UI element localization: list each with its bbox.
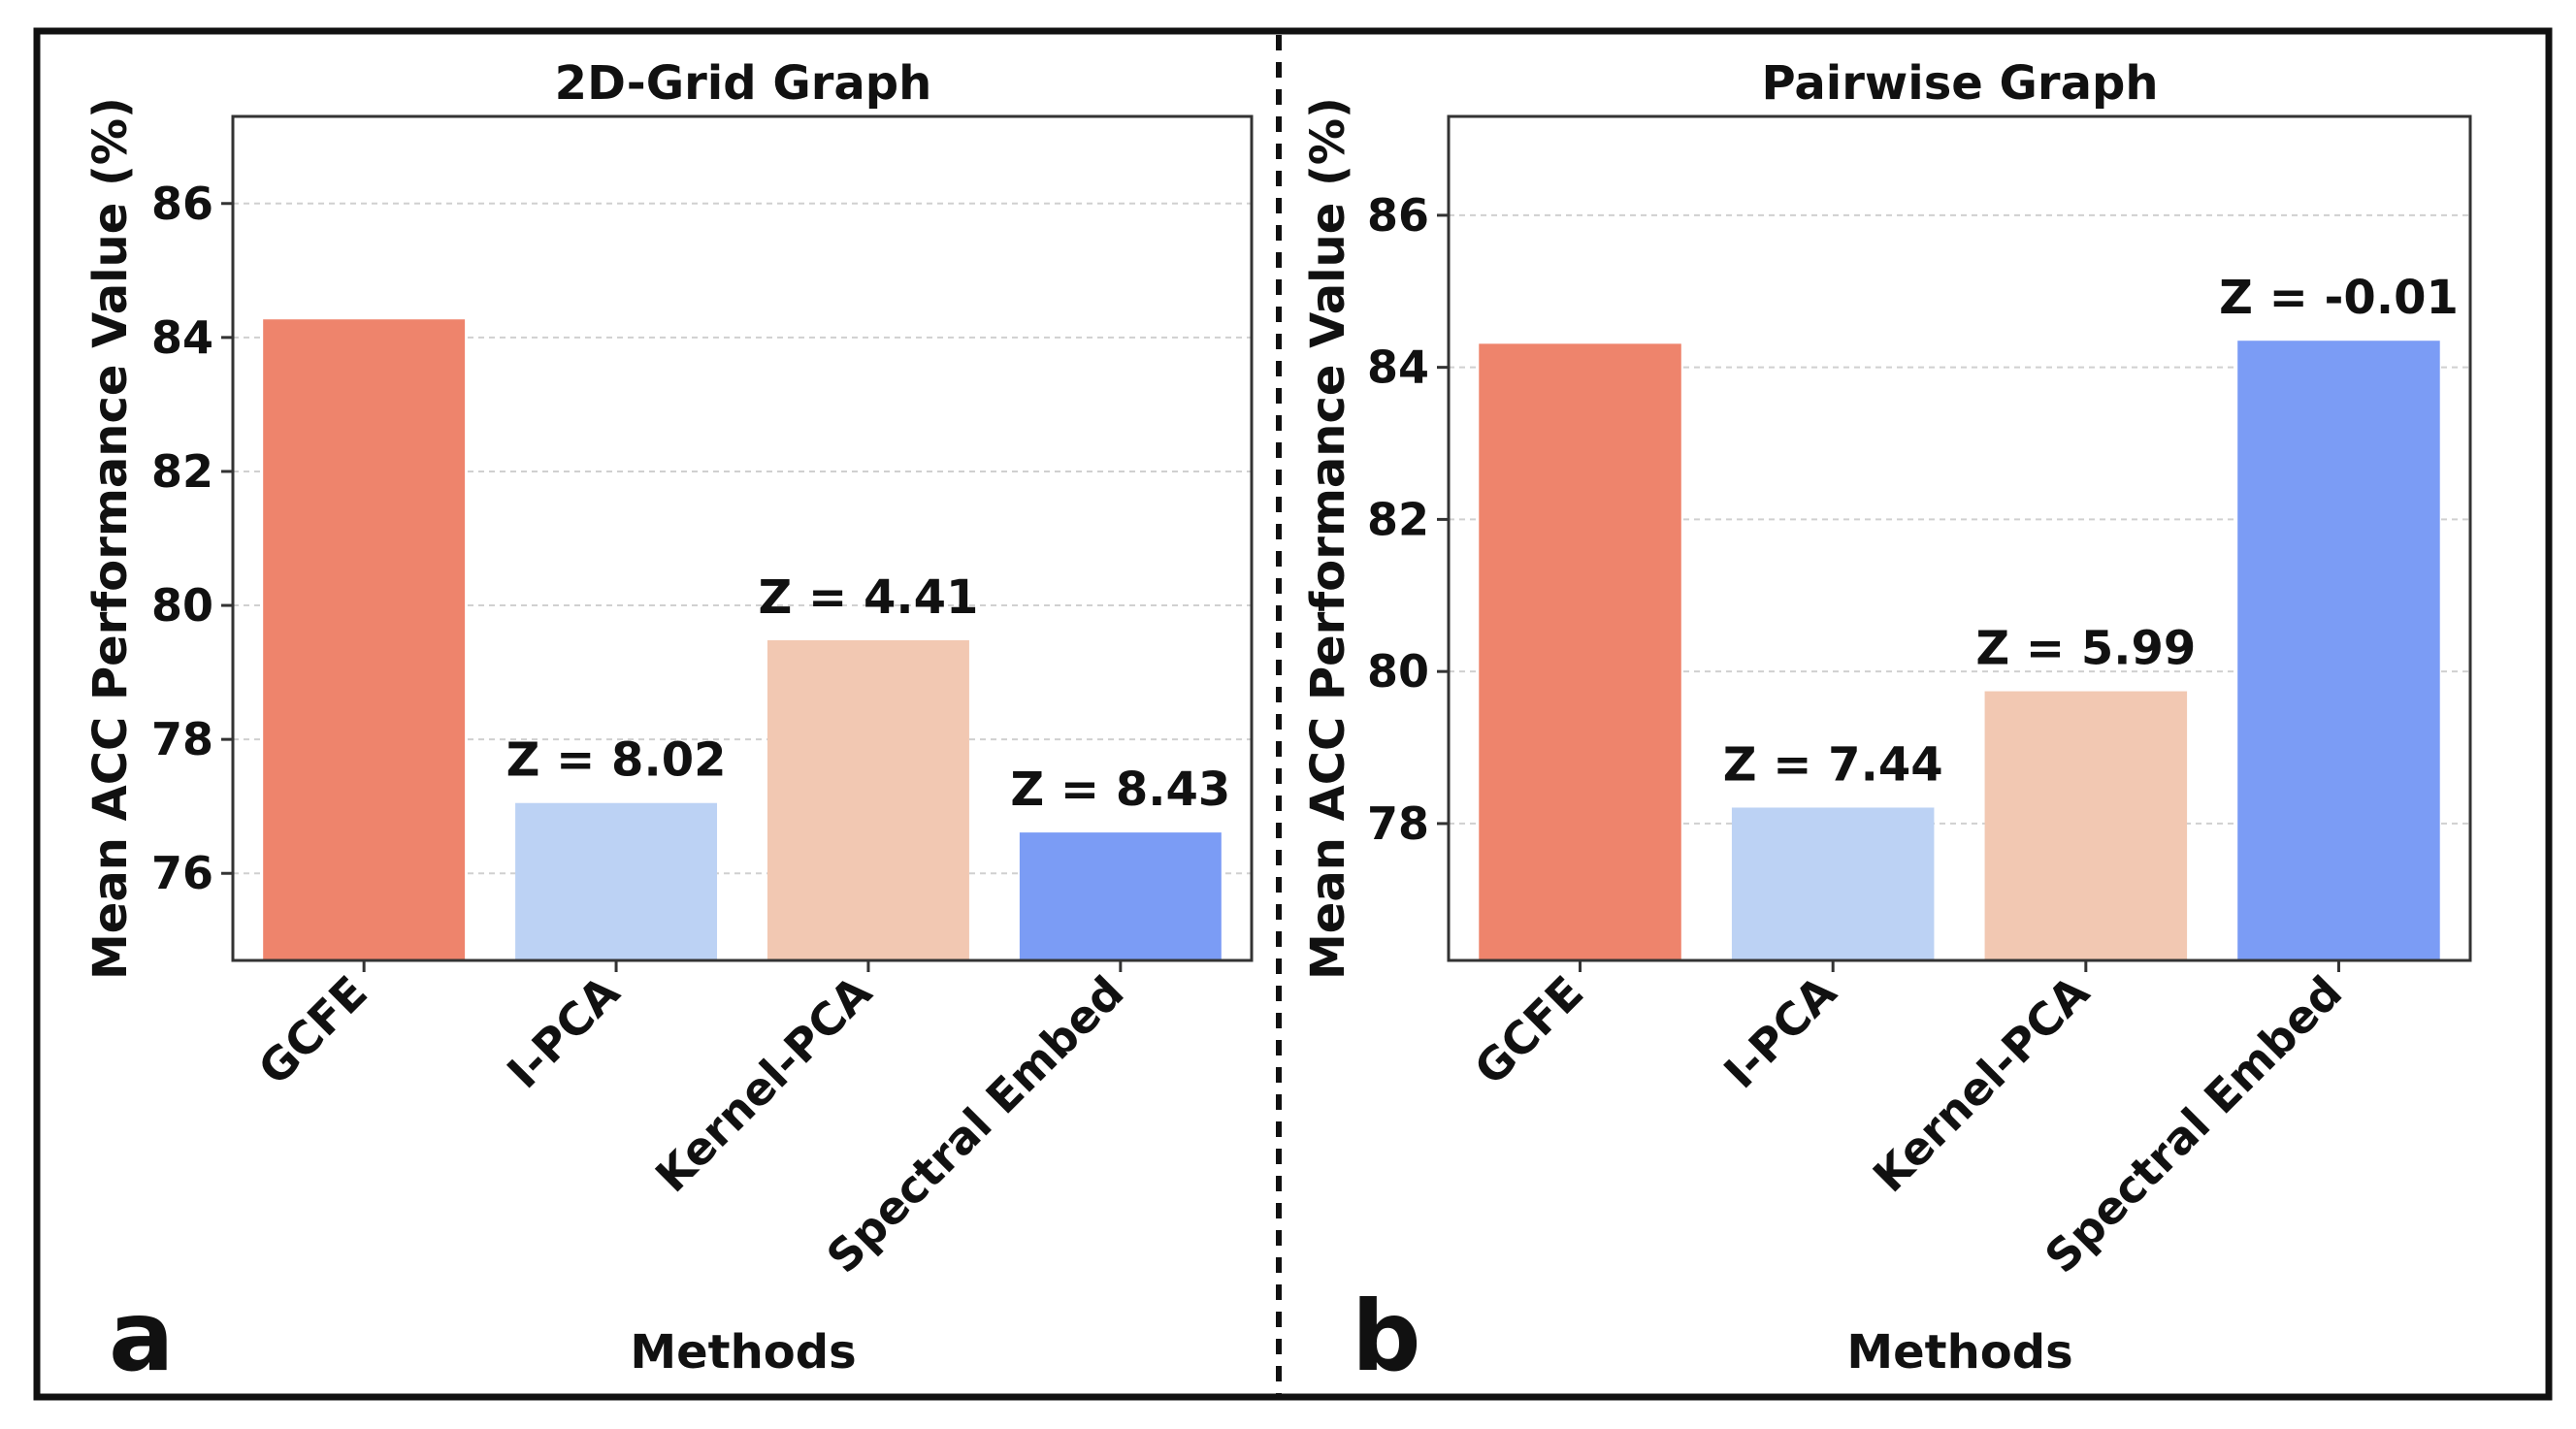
panel-a-yticks: 76 78 80 82 84 86 <box>151 178 233 899</box>
panel-a-xlabel: Methods <box>630 1325 856 1380</box>
panel-a: 2D-Grid Graph 76 78 80 82 84 86 GCFE I-PCA Kern… <box>83 56 1254 1393</box>
x-tick-label: GCFE <box>248 966 377 1095</box>
panel-b-bars <box>1479 341 2440 961</box>
panel-a-title: 2D-Grid Graph <box>555 56 932 111</box>
bar <box>1984 691 2188 960</box>
bar <box>263 319 466 960</box>
y-tick-label: 82 <box>151 445 213 498</box>
panel-a-letter: a <box>109 1280 174 1393</box>
panel-b-annotations: Z = 7.44 Z = 5.99 Z = -0.01 <box>1723 271 2459 792</box>
x-tick-label: Kernel-PCA <box>645 965 882 1202</box>
panel-b-xlabel: Methods <box>1846 1325 2072 1380</box>
bar <box>515 802 718 960</box>
bar <box>1479 343 1681 961</box>
x-tick-label: I-PCA <box>1713 965 1846 1098</box>
panel-a-bars <box>263 319 1222 960</box>
y-tick-label: 84 <box>151 311 213 364</box>
x-tick-label: GCFE <box>1464 966 1593 1095</box>
panel-b-title: Pairwise Graph <box>1761 56 2158 111</box>
y-tick-label: 78 <box>151 713 213 765</box>
panel-a-annotations: Z = 8.02 Z = 4.41 Z = 8.43 <box>506 570 1231 817</box>
bar-annotation: Z = 5.99 <box>1975 622 2196 676</box>
bar-annotation: Z = 4.41 <box>759 570 979 625</box>
panel-a-ylabel: Mean ACC Performance Value (%) <box>83 97 138 980</box>
bar-annotation: Z = 7.44 <box>1723 737 1943 792</box>
y-tick-label: 82 <box>1367 493 1429 545</box>
y-tick-label: 78 <box>1367 797 1429 850</box>
y-tick-label: 80 <box>151 579 213 632</box>
bar-annotation: Z = -0.01 <box>2219 271 2459 325</box>
y-tick-label: 86 <box>151 178 213 230</box>
panel-b-letter: b <box>1352 1280 1421 1393</box>
bar-annotation: Z = 8.43 <box>1010 763 1230 817</box>
bar <box>766 639 969 960</box>
y-tick-label: 80 <box>1367 645 1429 698</box>
panel-a-axes-frame <box>231 114 1254 962</box>
bar <box>2237 341 2440 961</box>
x-tick-label: I-PCA <box>497 965 630 1098</box>
y-tick-label: 86 <box>1367 189 1429 242</box>
x-tick-label: Kernel-PCA <box>1863 965 2100 1202</box>
figure-frame <box>33 27 2553 1401</box>
bar <box>1019 832 1222 960</box>
bar <box>1731 807 1935 960</box>
y-tick-label: 84 <box>1367 341 1429 394</box>
panel-b-yticks: 78 80 82 84 86 <box>1367 189 1449 850</box>
bar-annotation: Z = 8.02 <box>506 733 727 788</box>
panel-b-ylabel: Mean ACC Performance Value (%) <box>1301 97 1355 980</box>
panel-b: Pairwise Graph 78 80 82 84 86 GCFE I-PCA Kerne… <box>1301 56 2472 1393</box>
y-tick-label: 76 <box>151 847 213 899</box>
panel-b-axes-frame <box>1447 114 2472 962</box>
